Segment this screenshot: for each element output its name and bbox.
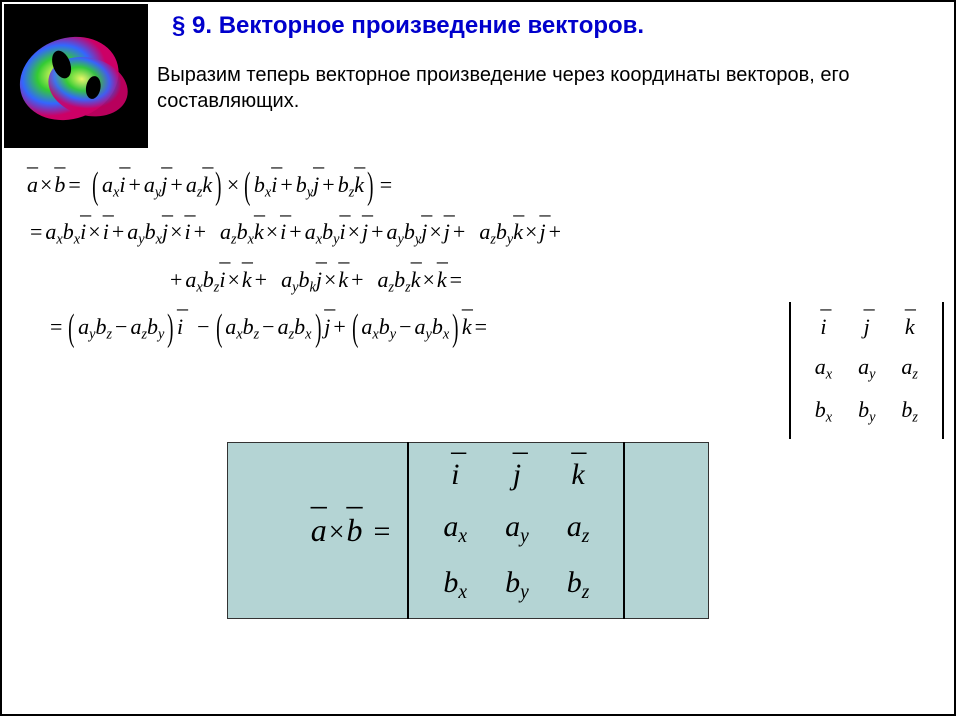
result-formula: a×b = ijk axayaz bxbybz [311, 442, 626, 620]
determinant-small: ijk axayaz bxbybz [789, 302, 944, 439]
eq-line-1: a×b= (axi+ayj+azk)×(bxi+byj+bzk)= [27, 172, 937, 201]
eq-line-3: +axbzi×k+ aybkj×k+ azbzk×k= [27, 267, 937, 296]
slide: § 9. Векторное произведение векторов. Вы… [0, 0, 956, 716]
result-formula-box: a×b = ijk axayaz bxbybz [227, 442, 709, 619]
eq-line-2: =axbxi×i+aybxj×i+ azbxk×i+axbyi×j+aybyj×… [27, 219, 937, 248]
intro-text: Выразим теперь векторное произведение че… [157, 62, 947, 114]
decorative-icon [4, 4, 148, 148]
section-title: § 9. Векторное произведение векторов. [172, 12, 942, 40]
